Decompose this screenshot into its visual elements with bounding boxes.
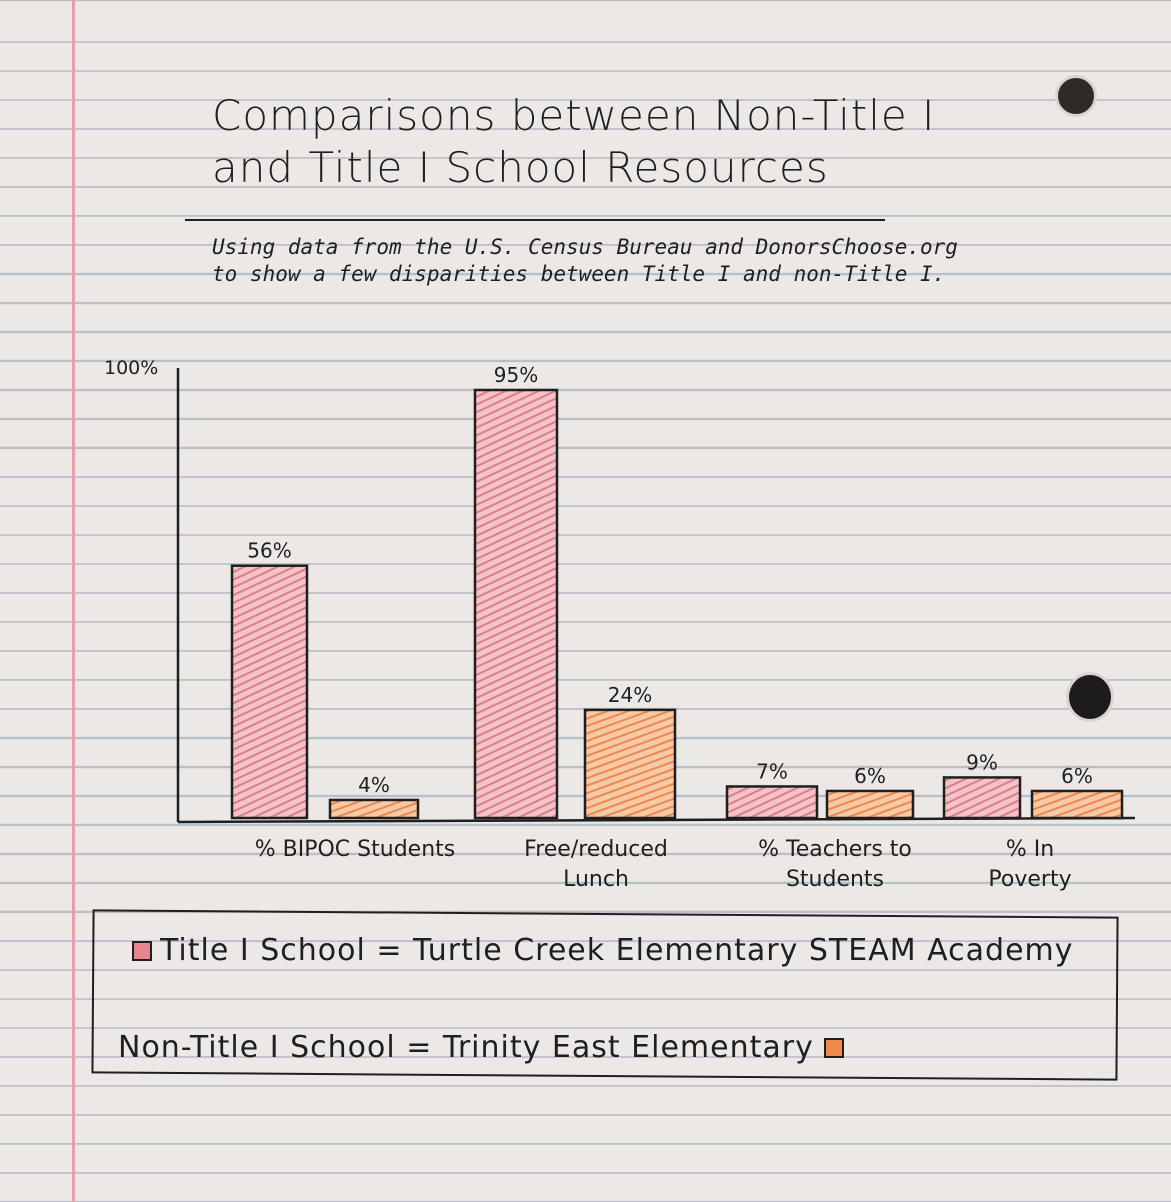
category-label-1: Free/reduced [524,837,668,862]
bar-title1-0 [230,564,309,820]
data-label-title1-3: 9% [966,750,998,774]
margin-line [72,0,75,1202]
chart-subtitle: Using data from the U.S. Census Bureau a… [212,234,1062,288]
bar-title1-2 [725,785,819,820]
data-label-non-title1-2: 6% [854,764,886,788]
bar-non-title1-1 [583,708,677,820]
bar-non-title1-2 [825,789,915,820]
category-label-2: % Teachers to [758,837,912,862]
data-label-non-title1-3: 6% [1061,764,1093,788]
data-label-title1-2: 7% [756,759,788,783]
binder-hole [1055,75,1097,117]
bar-non-title1-0 [328,798,420,820]
binder-hole [1066,672,1114,722]
legend-item-non-title1: Non-Title I School = Trinity East Elemen… [118,1030,844,1065]
legend-swatch-title1 [132,940,152,961]
legend-label-non-title1: Non-Title I School = Trinity East Elemen… [118,1030,814,1065]
legend-label-title1: Title I School = Turtle Creek Elementary… [160,933,1074,968]
category-label-0: % BIPOC Students [255,837,455,862]
subtitle-line-1: Using data from the U.S. Census Bureau a… [212,235,958,259]
data-label-title1-1: 95% [494,363,538,387]
title-underline [185,219,885,221]
data-label-non-title1-0: 4% [358,773,390,797]
legend-item-title1: Title I School = Turtle Creek Elementary… [132,933,1074,968]
category-label-3: % In [1006,837,1054,862]
category-label-3: Poverty [988,867,1071,892]
data-label-non-title1-1: 24% [608,683,652,707]
category-label-1: Lunch [563,867,629,892]
bar-title1-3 [942,776,1022,820]
y-tick-label: 100% [104,357,158,379]
category-label-2: Students [786,867,884,892]
chart-title: Comparisons between Non-Title I and Titl… [212,91,936,192]
bar-non-title1-3 [1030,789,1124,820]
legend-swatch-non-title1 [823,1037,844,1058]
data-label-title1-0: 56% [247,539,291,563]
subtitle-line-2: to show a few disparities between Title … [212,262,946,286]
bar-title1-1 [473,388,559,820]
